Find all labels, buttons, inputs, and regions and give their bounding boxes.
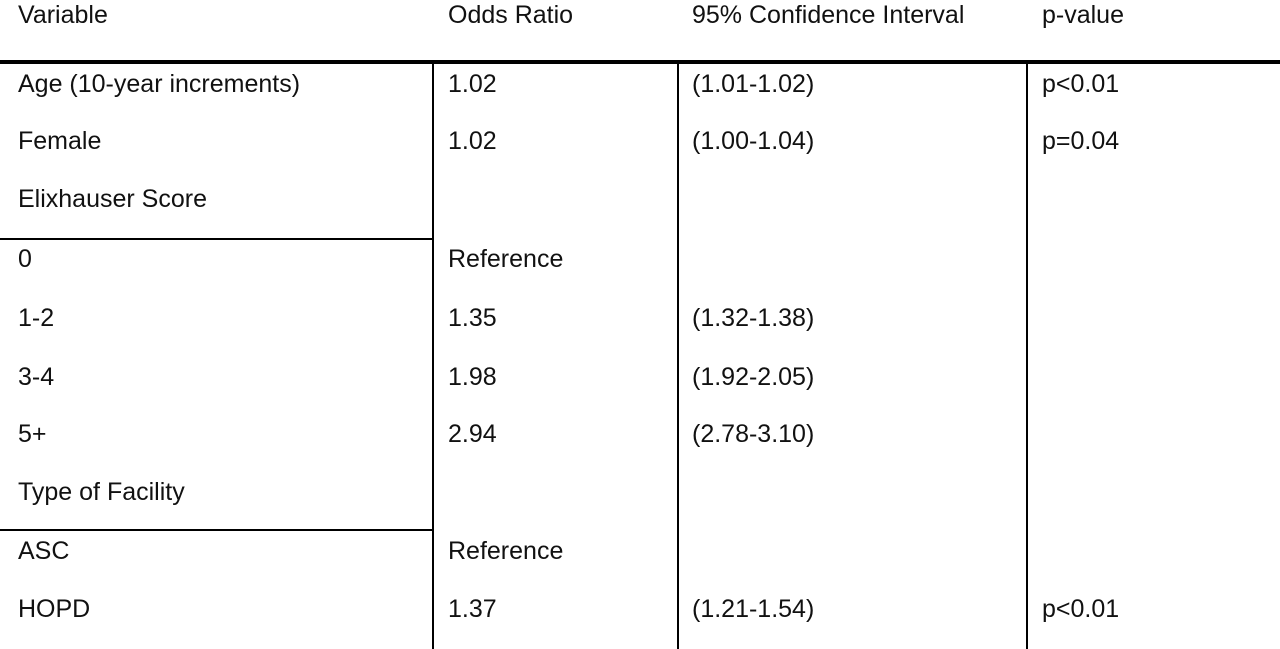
section-rule (0, 238, 432, 240)
cell: 2.94 (448, 420, 497, 448)
cell: 3-4 (18, 363, 55, 391)
column-header: p-value (1042, 1, 1124, 29)
column-rule (432, 62, 434, 649)
cell: 1-2 (18, 304, 55, 332)
cell: (1.21-1.54) (692, 595, 815, 623)
column-rule (677, 62, 679, 649)
cell: Reference (448, 245, 564, 273)
cell: Age (10-year increments) (18, 70, 301, 98)
column-header: Odds Ratio (448, 1, 574, 29)
cell: p<0.01 (1042, 70, 1120, 98)
cell: ASC (18, 537, 70, 565)
cell: 1.02 (448, 70, 497, 98)
cell: (1.01-1.02) (692, 70, 815, 98)
cell: 1.98 (448, 363, 497, 391)
cell: 0 (18, 245, 32, 273)
cell: HOPD (18, 595, 91, 623)
cell: Female (18, 127, 102, 155)
cell: Type of Facility (18, 478, 185, 506)
cell: 5+ (18, 420, 47, 448)
header-rule (0, 60, 1280, 64)
column-header: Variable (18, 1, 108, 29)
cell: (1.00-1.04) (692, 127, 815, 155)
section-rule (0, 529, 432, 531)
cell: p=0.04 (1042, 127, 1120, 155)
column-rule (1026, 62, 1028, 649)
cell: p<0.01 (1042, 595, 1120, 623)
cell: (1.32-1.38) (692, 304, 815, 332)
cell: 1.02 (448, 127, 497, 155)
cell: 1.37 (448, 595, 497, 623)
cell: 1.35 (448, 304, 497, 332)
cell: Reference (448, 537, 564, 565)
cell: (1.92-2.05) (692, 363, 815, 391)
column-header: 95% Confidence Interval (692, 1, 965, 29)
cell: (2.78-3.10) (692, 420, 815, 448)
cell: Elixhauser Score (18, 185, 207, 213)
